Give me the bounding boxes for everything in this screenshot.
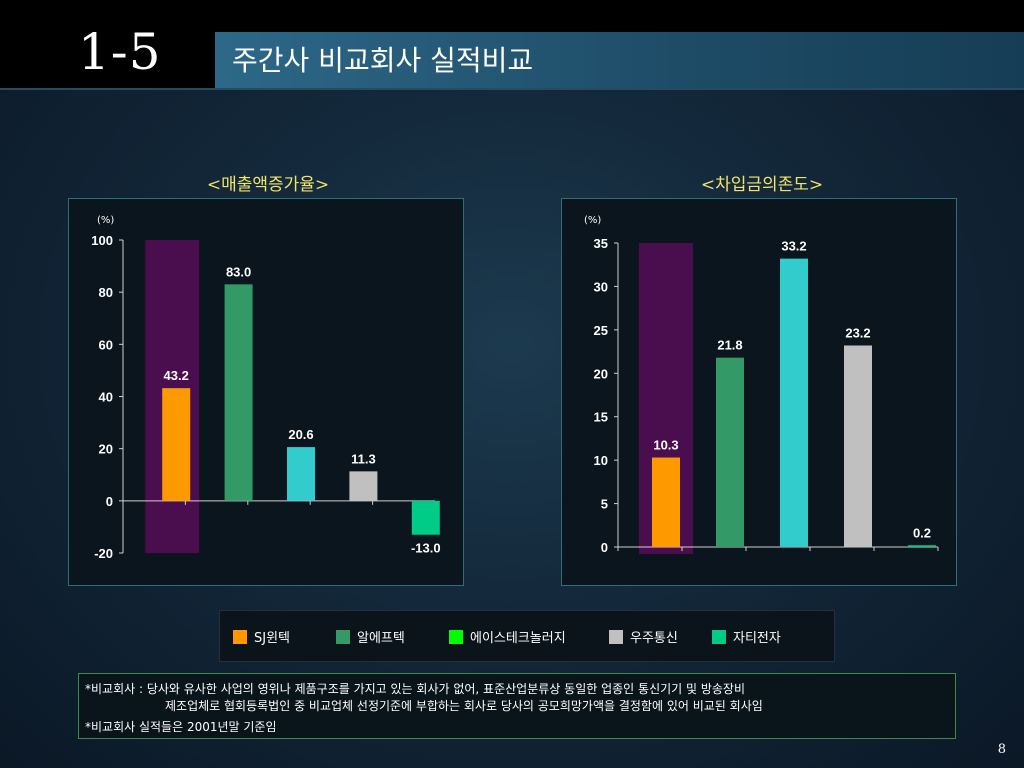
bar-4 [844, 345, 872, 547]
chart1-panel: 100 80 60 40 20 0 -20 (%) 43.2 83.0 20.6 11.3 -13.0 [68, 198, 464, 586]
bar-5 [411, 500, 440, 535]
value-label: 11.3 [351, 451, 376, 466]
legend-item-acetech: 에이스테크놀러지 [448, 627, 566, 646]
chart2-title: <차입금의존도> [700, 175, 824, 195]
unit-label: (%) [97, 215, 114, 226]
legend-label: 알에프텍 [357, 631, 405, 646]
chart2-panel: 35 30 25 20 15 10 5 0 (%) 10.3 21.8 33.2 23.2 0.2 [561, 198, 957, 586]
value-label: 33.2 [781, 239, 806, 254]
page-title: 주간사 비교회사 실적비교 [232, 44, 534, 77]
y-tick-label: 80 [99, 285, 113, 300]
legend-swatch [608, 628, 624, 645]
y-tick-label: 20 [594, 366, 608, 381]
header-rule [0, 88, 1024, 90]
y-tick-label: 100 [91, 233, 113, 248]
value-label: 0.2 [913, 525, 931, 540]
footnote-line-2: 제조업체로 협회등록법인 중 비교업체 선정기준에 부합하는 회사로 당사의 공… [165, 699, 763, 713]
value-label: 83.0 [226, 264, 251, 279]
y-tick-label: -20 [94, 546, 113, 561]
value-label: 21.8 [717, 338, 742, 353]
footnote-line-1: *비교회사 : 당사와 유사한 사업의 영위나 제품구조를 가지고 있는 회사가… [85, 682, 746, 696]
bar-3 [287, 447, 315, 501]
legend-label: 에이스테크놀러지 [470, 631, 566, 646]
y-tick-label: 25 [594, 323, 608, 338]
y-tick-label: 0 [601, 540, 608, 555]
y-tick-label: 15 [594, 410, 608, 425]
bar-5 [908, 545, 936, 547]
legend-swatch [711, 628, 727, 645]
value-label: 20.6 [288, 427, 313, 442]
y-tick-label: 10 [594, 453, 608, 468]
legend-swatch [232, 628, 248, 645]
page-number: 8 [997, 742, 1006, 757]
legend-item-sjwintech: SJ윈텍 [232, 627, 290, 646]
sales-growth-chart: 100 80 60 40 20 0 -20 (%) 43.2 83.0 20.6 11.3 -13.0 [91, 215, 441, 561]
y-tick-label: 40 [99, 390, 113, 405]
footnote-line-3: *비교회사 실적들은 2001년말 기준임 [85, 720, 277, 734]
y-tick-label: 35 [594, 236, 608, 251]
unit-label: (%) [584, 215, 601, 226]
value-label: 43.2 [164, 368, 189, 383]
legend-label: 우주통신 [630, 631, 678, 646]
bar-3 [780, 258, 808, 547]
y-tick-label: 60 [99, 337, 113, 352]
bar-2 [716, 357, 744, 547]
legend-swatch [335, 628, 351, 645]
y-tick-label: 30 [594, 279, 608, 294]
legend-item-woojoo: 우주통신 [608, 627, 678, 646]
section-number: 1-5 [78, 23, 162, 81]
legend-swatch [448, 628, 464, 645]
legend-label: 자티전자 [733, 631, 781, 646]
bar-1 [652, 457, 680, 547]
legend-item-jati: 자티전자 [711, 627, 781, 646]
footnote-box: *비교회사 : 당사와 유사한 사업의 영위나 제품구조를 가지고 있는 회사가… [78, 673, 956, 739]
y-tick-label: 0 [106, 494, 113, 509]
debt-ratio-chart: 35 30 25 20 15 10 5 0 (%) 10.3 21.8 33.2 23.2 0.2 [584, 215, 939, 555]
bar-1 [162, 388, 191, 501]
value-label: -13.0 [411, 541, 441, 556]
bar-4 [349, 471, 378, 501]
bar-2 [224, 284, 253, 501]
value-label: 23.2 [845, 325, 870, 340]
legend-label: SJ윈텍 [254, 631, 291, 646]
legend-item-rftech: 알에프텍 [335, 627, 405, 646]
chart1-title: <매출액증가율> [206, 175, 330, 195]
title-band [215, 32, 1024, 88]
value-label: 10.3 [653, 438, 678, 453]
legend: SJ윈텍 알에프텍 에이스테크놀러지 우주통신 자티전자 [219, 610, 835, 662]
y-tick-label: 5 [601, 497, 608, 512]
y-tick-label: 20 [99, 442, 113, 457]
